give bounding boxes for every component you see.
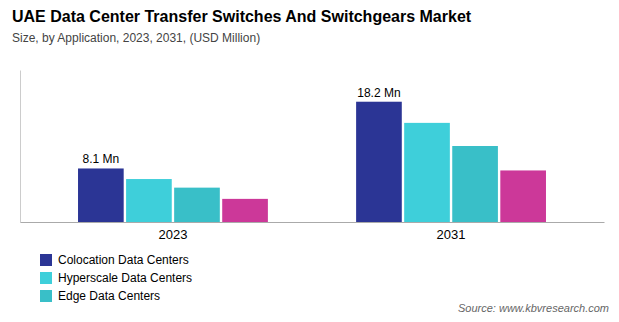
bar — [356, 102, 402, 222]
legend-item: Edge Data Centers — [40, 289, 160, 303]
bar — [78, 168, 124, 222]
x-tick-label: 2031 — [437, 227, 466, 242]
legend-swatch — [40, 290, 52, 302]
subtitle: Size, by Application, 2023, 2031, (USD M… — [12, 31, 260, 45]
legend-item: Colocation Data Centers — [40, 253, 189, 267]
legend-swatch — [40, 254, 52, 266]
annotation: 8.1 Mn — [83, 152, 120, 166]
bar — [222, 199, 268, 222]
legend-label: Colocation Data Centers — [58, 253, 189, 267]
title: UAE Data Center Transfer Switches And Sw… — [12, 8, 472, 25]
bar — [404, 123, 450, 222]
x-axis-line — [21, 222, 605, 223]
x-axis: 2023 2031 — [21, 222, 605, 242]
y-axis — [20, 71, 21, 223]
bar — [174, 188, 220, 222]
legend-item: Hyperscale Data Centers — [40, 271, 192, 285]
plot: 2023 2031 8.1 Mn 18.2 Mn — [21, 71, 605, 243]
chart: UAE Data Center Transfer Switches And Sw… — [0, 0, 619, 322]
bars — [78, 102, 546, 222]
legend-label: Hyperscale Data Centers — [58, 271, 192, 285]
x-tick: 2031 — [437, 222, 466, 242]
legend-label: Edge Data Centers — [58, 289, 160, 303]
x-tick-label: 2023 — [158, 227, 187, 242]
y-axis-line — [20, 71, 21, 223]
legend: Colocation Data Centers Hyperscale Data C… — [40, 253, 192, 303]
legend-swatch — [40, 272, 52, 284]
bar — [500, 170, 546, 222]
bar — [452, 146, 498, 222]
x-tick: 2023 — [158, 222, 187, 242]
bar — [126, 179, 172, 222]
source: Source: www.kbvresearch.com — [458, 302, 609, 314]
annotation: 18.2 Mn — [357, 86, 400, 100]
